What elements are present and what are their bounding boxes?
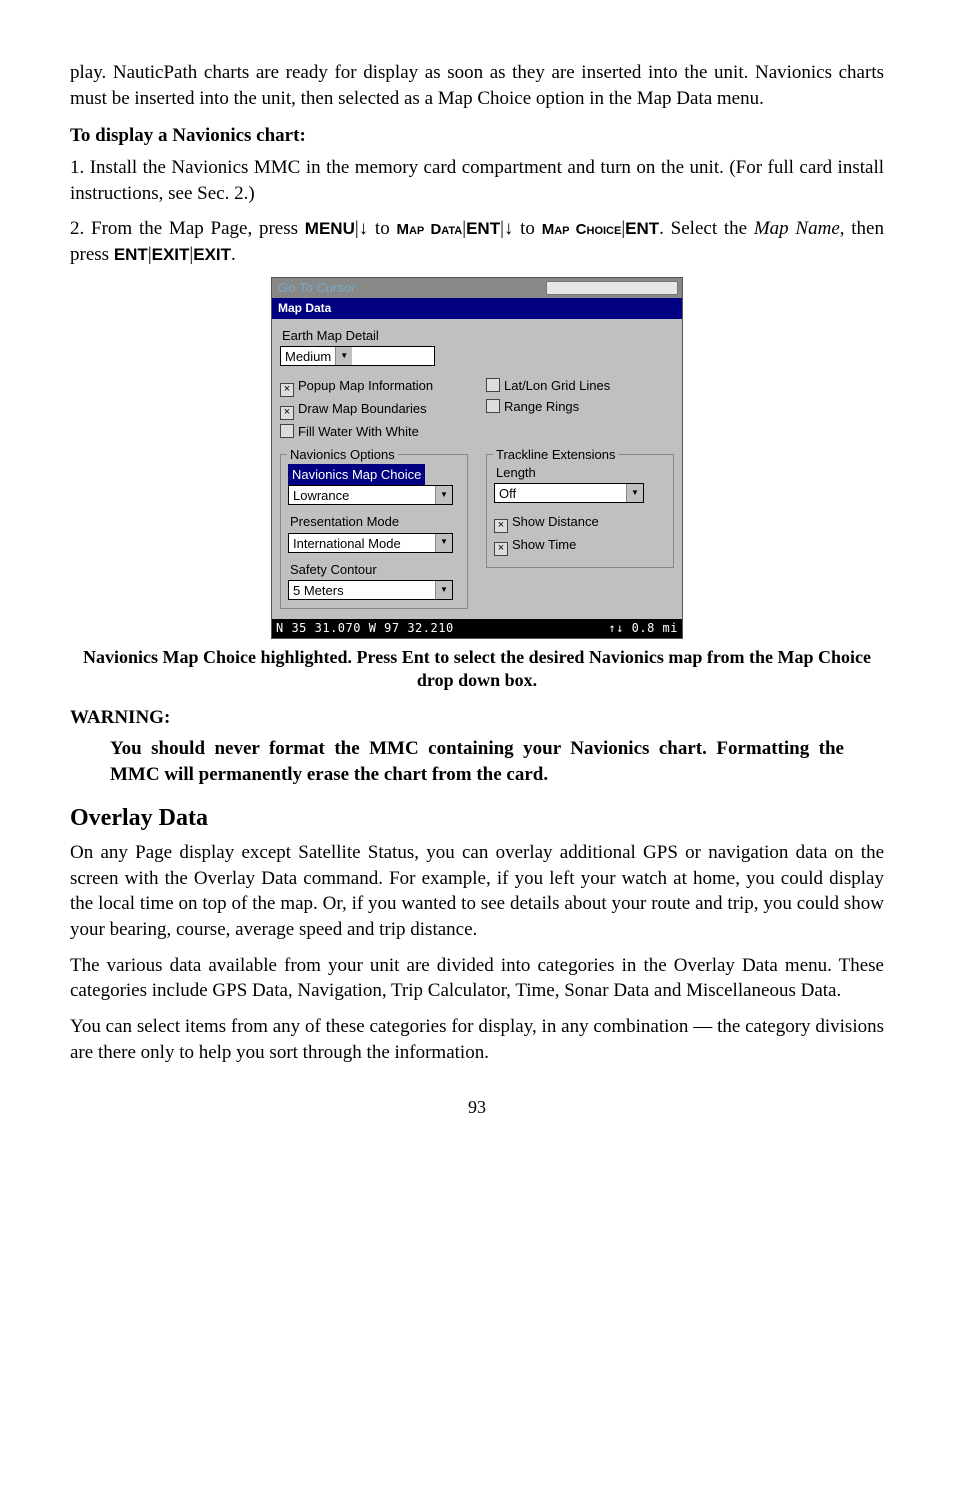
warning-body: You should never format the MMC containi… (110, 736, 844, 787)
length-label: Length (496, 464, 666, 482)
chevron-down-icon[interactable] (335, 347, 352, 365)
checkbox-label: Range Rings (504, 399, 579, 414)
text: . Select the (659, 218, 754, 239)
text: |↓ to (355, 218, 397, 239)
chevron-down-icon[interactable] (626, 484, 643, 502)
figure-caption: Navionics Map Choice highlighted. Press … (70, 646, 884, 693)
fill-water-checkbox[interactable]: Fill Water With White (280, 423, 468, 441)
range-rings-checkbox[interactable]: Range Rings (486, 398, 674, 416)
length-select[interactable]: Off (494, 483, 644, 503)
earth-map-detail-label: Earth Map Detail (282, 327, 674, 345)
checkbox-label: Show Time (512, 537, 576, 552)
earth-map-detail-value: Medium (281, 347, 335, 365)
text: . (231, 244, 236, 265)
checkbox-label: Draw Map Boundaries (298, 401, 427, 416)
presentation-mode-select[interactable]: International Mode (288, 533, 453, 553)
draw-boundaries-checkbox[interactable]: Draw Map Boundaries (280, 400, 468, 420)
text: 2. From the Map Page, press (70, 218, 305, 239)
step-2: 2. From the Map Page, press MENU|↓ to Ma… (70, 216, 884, 267)
key-ent: ENT (625, 219, 659, 238)
key-ent: ENT (466, 219, 500, 238)
trackline-extensions-group: Trackline Extensions Length Off Show Dis… (486, 454, 674, 569)
safety-contour-select[interactable]: 5 Meters (288, 580, 453, 600)
back-menu-label: Go To Cursor (278, 280, 356, 295)
navionics-map-choice-select[interactable]: Lowrance (288, 485, 453, 505)
show-distance-checkbox[interactable]: Show Distance (494, 513, 666, 533)
checkbox-label: Lat/Lon Grid Lines (504, 378, 610, 393)
key-mapdata: Map Data (396, 221, 462, 238)
key-ent: ENT (114, 245, 148, 264)
section-heading: To display a Navionics chart: (70, 123, 884, 149)
checkbox-label: Popup Map Information (298, 378, 433, 393)
checkbox-label: Show Distance (512, 514, 599, 529)
show-time-checkbox[interactable]: Show Time (494, 536, 666, 556)
intro-paragraph: play. NauticPath charts are ready for di… (70, 60, 884, 111)
navionics-map-choice-value: Lowrance (289, 486, 435, 504)
safety-contour-label: Safety Contour (290, 561, 460, 579)
earth-map-detail-select[interactable]: Medium (280, 346, 435, 366)
chevron-down-icon[interactable] (435, 486, 452, 504)
overlay-p2: The various data available from your uni… (70, 953, 884, 1004)
map-data-dialog: Go To Cursor Map Data Earth Map Detail M… (271, 277, 683, 638)
chevron-down-icon[interactable] (435, 581, 452, 599)
status-bar: N 35 31.070 W 97 32.210 ↑↓ 0.8 mi (272, 619, 682, 637)
scroll-track[interactable] (546, 281, 678, 295)
step-1: 1. Install the Navionics MMC in the memo… (70, 155, 884, 206)
page-number: 93 (70, 1095, 884, 1119)
back-menu-item[interactable]: Go To Cursor (272, 278, 682, 298)
group-legend: Trackline Extensions (493, 446, 618, 464)
group-legend: Navionics Options (287, 446, 398, 464)
navionics-map-choice-highlight[interactable]: Navionics Map Choice (288, 464, 425, 486)
key-menu: MENU (305, 219, 355, 238)
popup-map-info-checkbox[interactable]: Popup Map Information (280, 377, 468, 397)
key-exit: EXIT (193, 245, 231, 264)
checkbox-label: Fill Water With White (298, 424, 419, 439)
key-mapchoice: Map Choice (542, 221, 622, 238)
presentation-mode-label: Presentation Mode (290, 513, 460, 531)
warning-heading: WARNING: (70, 705, 884, 731)
text: |↓ to (500, 218, 542, 239)
length-value: Off (495, 484, 626, 502)
chevron-down-icon[interactable] (435, 534, 452, 552)
key-exit: EXIT (152, 245, 190, 264)
overlay-p1: On any Page display except Satellite Sta… (70, 840, 884, 943)
overlay-p3: You can select items from any of these c… (70, 1014, 884, 1065)
safety-contour-value: 5 Meters (289, 581, 435, 599)
presentation-mode-value: International Mode (289, 534, 435, 552)
map-name: Map Name (754, 218, 840, 239)
navionics-options-group: Navionics Options Navionics Map Choice L… (280, 454, 468, 610)
latlon-grid-checkbox[interactable]: Lat/Lon Grid Lines (486, 377, 674, 395)
status-distance: ↑↓ 0.8 mi (608, 620, 678, 636)
dialog-title: Map Data (272, 298, 682, 318)
overlay-data-heading: Overlay Data (70, 802, 884, 834)
status-coords: N 35 31.070 W 97 32.210 (276, 620, 454, 636)
